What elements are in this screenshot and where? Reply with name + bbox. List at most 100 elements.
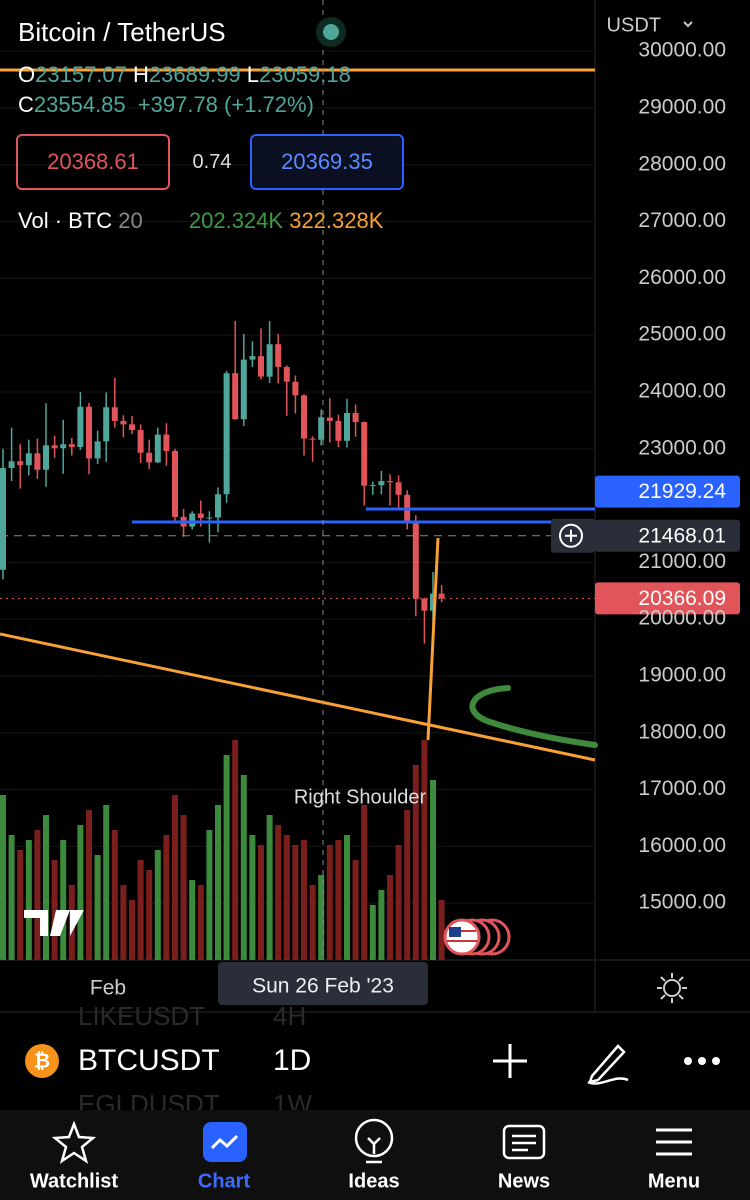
volume-bar: [103, 805, 110, 960]
volume-bar: [283, 835, 290, 960]
symbol-title: Bitcoin / TetherUS: [18, 17, 226, 47]
more-button[interactable]: [684, 1057, 720, 1065]
nav-label[interactable]: Ideas: [348, 1170, 399, 1192]
ohlc-value: 23554.85: [33, 92, 126, 117]
candle-body: [301, 395, 307, 439]
candle-body: [206, 517, 213, 519]
candle-body: [430, 593, 436, 611]
volume-bar: [94, 855, 101, 960]
candle-body: [51, 445, 58, 449]
candle-body: [335, 420, 342, 441]
candle-body: [68, 444, 75, 448]
volume-bar: [369, 905, 376, 960]
interval[interactable]: 1D: [273, 1044, 311, 1077]
candle-body: [395, 482, 402, 495]
candle-body: [387, 481, 393, 483]
chevron: [683, 21, 693, 28]
candle-body: [240, 359, 247, 420]
ohlc-label: H: [133, 62, 149, 87]
candle-body: [352, 412, 359, 423]
currency[interactable]: USDT: [607, 14, 661, 36]
volume-bar: [301, 840, 307, 960]
draw-button[interactable]: [587, 1044, 629, 1085]
volume-bar: [292, 845, 299, 960]
ohlc-value: 23157.07: [35, 62, 127, 87]
volume-bar: [111, 830, 118, 960]
volume-bar: [335, 840, 342, 960]
candle-body: [215, 494, 221, 518]
nav-label[interactable]: Watchlist: [30, 1170, 118, 1192]
candle-body: [43, 445, 49, 470]
ideas-icon[interactable]: [354, 1118, 394, 1164]
symbol[interactable]: BTCUSDT: [78, 1044, 220, 1077]
candle-body: [326, 417, 333, 421]
nav-label[interactable]: News: [498, 1170, 550, 1192]
volume-bar: [223, 755, 230, 960]
price-tag: [595, 582, 740, 615]
volume-bar: [232, 740, 239, 960]
y-tick-label: 15000.00: [638, 891, 726, 914]
candle-body: [77, 406, 84, 448]
add-button[interactable]: [493, 1044, 527, 1078]
trend-line: [0, 632, 596, 762]
candle-body: [292, 381, 299, 396]
volume-bar: [404, 810, 411, 960]
volume-bar: [249, 835, 256, 960]
volume-bar: [361, 805, 368, 960]
price-tag-label: 21468.01: [638, 524, 726, 547]
ghost-interval: 4H: [273, 1001, 306, 1031]
nav-label[interactable]: Chart: [198, 1170, 251, 1192]
volume-bar: [344, 835, 350, 960]
news-icon[interactable]: [502, 1124, 546, 1160]
candle-body: [266, 344, 273, 377]
volume-bar: [25, 840, 32, 960]
candle-body: [438, 593, 445, 599]
chart-icon[interactable]: [203, 1122, 247, 1162]
menu-icon[interactable]: [656, 1128, 692, 1156]
volume-bar: [438, 900, 445, 960]
bid-button[interactable]: 20368.61: [16, 134, 170, 190]
volume-bars: [0, 740, 445, 960]
drawing-curve: [469, 685, 598, 748]
volume-ma: 322.328K: [289, 208, 384, 233]
tv-logo: [24, 910, 84, 936]
status-dot: [323, 24, 339, 40]
drawing-line: [426, 537, 440, 741]
candle-body: [223, 373, 230, 495]
price-tag: [595, 519, 740, 552]
candle-body: [275, 344, 282, 367]
x-tick-label: Feb: [90, 977, 126, 1000]
settings-icon[interactable]: [657, 973, 687, 1003]
candle-body: [197, 513, 204, 519]
ask-button[interactable]: 20369.35: [250, 134, 404, 190]
candle-body: [120, 420, 127, 425]
volume-period: 20: [118, 208, 143, 233]
ohlc-label: O: [18, 62, 36, 87]
volume-bar: [197, 885, 204, 960]
candle-body: [232, 373, 239, 420]
btc-glyph: ₿: [34, 1050, 50, 1072]
candle-body: [137, 430, 144, 453]
y-tick-label: 20000.00: [638, 607, 726, 630]
candle-body: [421, 598, 428, 611]
volume-bar: [0, 795, 6, 960]
ghost-symbol: LIKEUSDT: [78, 1001, 205, 1031]
candle-body: [344, 412, 350, 441]
volume-value: 202.324K: [188, 208, 284, 233]
volume-bar: [215, 805, 221, 960]
volume-bar: [189, 880, 196, 960]
watchlist-icon[interactable]: [51, 1120, 97, 1164]
candle-body: [17, 461, 24, 466]
candle-body: [309, 438, 316, 440]
volume-bar: [309, 885, 316, 960]
volume-bar: [430, 780, 436, 960]
y-tick-label: 29000.00: [638, 95, 726, 118]
nav-label[interactable]: Menu: [648, 1170, 700, 1192]
crosshair-add[interactable]: [559, 523, 583, 548]
candle-body: [361, 422, 368, 486]
volume-bar: [412, 765, 419, 960]
ohlc-row: C23554.85 +397.78 (+1.72%): [18, 92, 314, 118]
candle-body: [8, 461, 15, 469]
candle-body: [189, 513, 196, 527]
